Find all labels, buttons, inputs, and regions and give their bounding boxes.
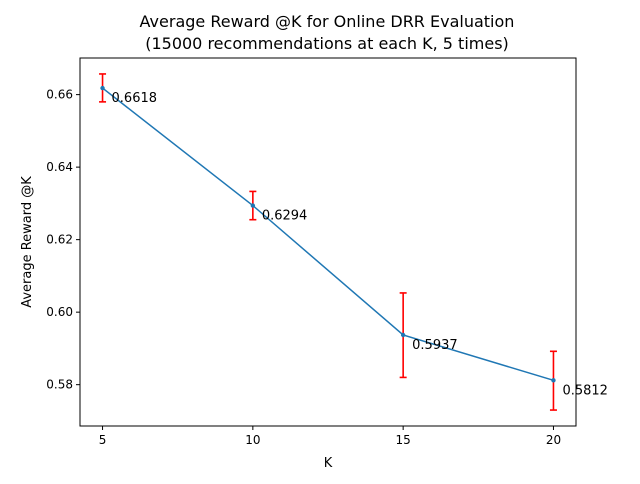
data-point (100, 85, 105, 91)
y-tick-label: 0.62 (46, 233, 73, 247)
y-axis-ticks: 0.58 0.60 0.62 0.64 0.66 (46, 88, 80, 392)
chart-title-line1: Average Reward @K for Online DRR Evaluat… (140, 12, 515, 31)
data-label: 0.6294 (262, 209, 308, 224)
data-point (551, 378, 556, 383)
x-axis-ticks: 5 10 15 20 (99, 426, 561, 447)
y-tick-label: 0.64 (46, 160, 73, 174)
data-labels: 0.6618 0.6294 0.5937 0.5812 (112, 91, 608, 398)
y-tick-label: 0.66 (46, 88, 73, 102)
plot-area (79, 57, 577, 427)
y-axis-label: Average Reward @K (20, 176, 35, 308)
x-tick-label: 5 (99, 433, 107, 447)
x-tick-label: 15 (396, 433, 411, 447)
data-label: 0.5812 (562, 383, 608, 398)
series-line (102, 87, 554, 382)
data-label: 0.5937 (412, 338, 458, 353)
data-point (250, 203, 256, 208)
y-tick-label: 0.58 (46, 378, 73, 392)
data-points (100, 85, 556, 383)
y-tick-label: 0.60 (46, 305, 73, 319)
data-label: 0.6618 (112, 91, 158, 106)
chart-title-line2: (15000 recommendations at each K, 5 time… (145, 34, 509, 53)
x-tick-label: 20 (546, 433, 561, 447)
data-point (400, 332, 406, 338)
x-tick-label: 10 (245, 433, 260, 447)
x-axis-label: K (324, 456, 333, 471)
